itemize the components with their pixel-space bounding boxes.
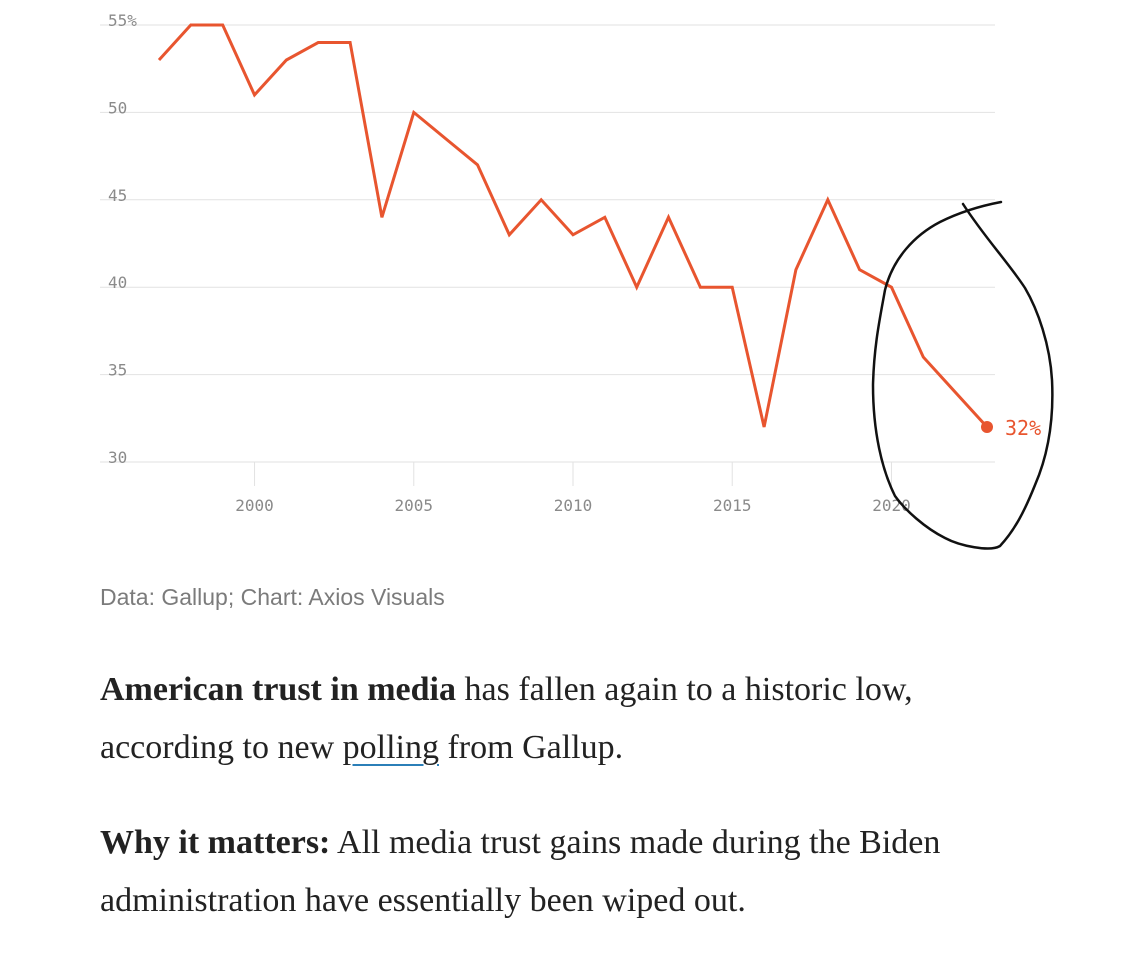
y-tick-label: 35 — [108, 361, 127, 380]
y-tick-label: 40 — [108, 273, 127, 292]
y-tick-label: 50 — [108, 98, 127, 117]
y-tick-label: 45 — [108, 186, 127, 205]
y-tick-label: 55% — [108, 11, 137, 30]
chart-source-note: Data: Gallup; Chart: Axios Visuals — [100, 584, 445, 610]
x-tick-label: 2020 — [872, 496, 911, 515]
x-axis-ticks: 2000 2005 2010 2015 2020 — [235, 462, 911, 515]
x-tick-label: 2000 — [235, 496, 274, 515]
hand-drawn-circle-annotation — [871, 200, 1054, 550]
lead-bold-text: American trust in media — [100, 671, 457, 708]
paragraph-text: from Gallup. — [438, 729, 624, 766]
end-value-label: 32% — [1005, 416, 1041, 440]
paragraph-text: according to new — [100, 729, 343, 766]
line-chart: 55% 50 45 40 35 30 2000 2005 2010 2015 2020 32% — [100, 11, 1054, 550]
article-paragraph-1: American trust in media has fallen again… — [100, 661, 1080, 777]
why-it-matters-label: Why it matters: — [100, 824, 331, 861]
x-tick-label: 2010 — [554, 496, 593, 515]
polling-link[interactable]: polling — [342, 729, 439, 766]
article-paragraph-2: Why it matters: All media trust gains ma… — [100, 814, 1080, 930]
y-tick-label: 30 — [108, 448, 127, 467]
x-tick-label: 2015 — [713, 496, 752, 515]
chart-series: 32% — [157, 23, 1041, 440]
x-tick-label: 2005 — [395, 496, 434, 515]
series-line — [157, 23, 989, 429]
y-axis-ticks: 55% 50 45 40 35 30 — [108, 11, 137, 467]
end-point-marker — [981, 421, 993, 434]
paragraph-text: All media trust gains made during the Bi… — [100, 824, 941, 919]
paragraph-text: has fallen again to a historic low, — [456, 671, 913, 708]
chart-gridlines — [100, 24, 995, 463]
